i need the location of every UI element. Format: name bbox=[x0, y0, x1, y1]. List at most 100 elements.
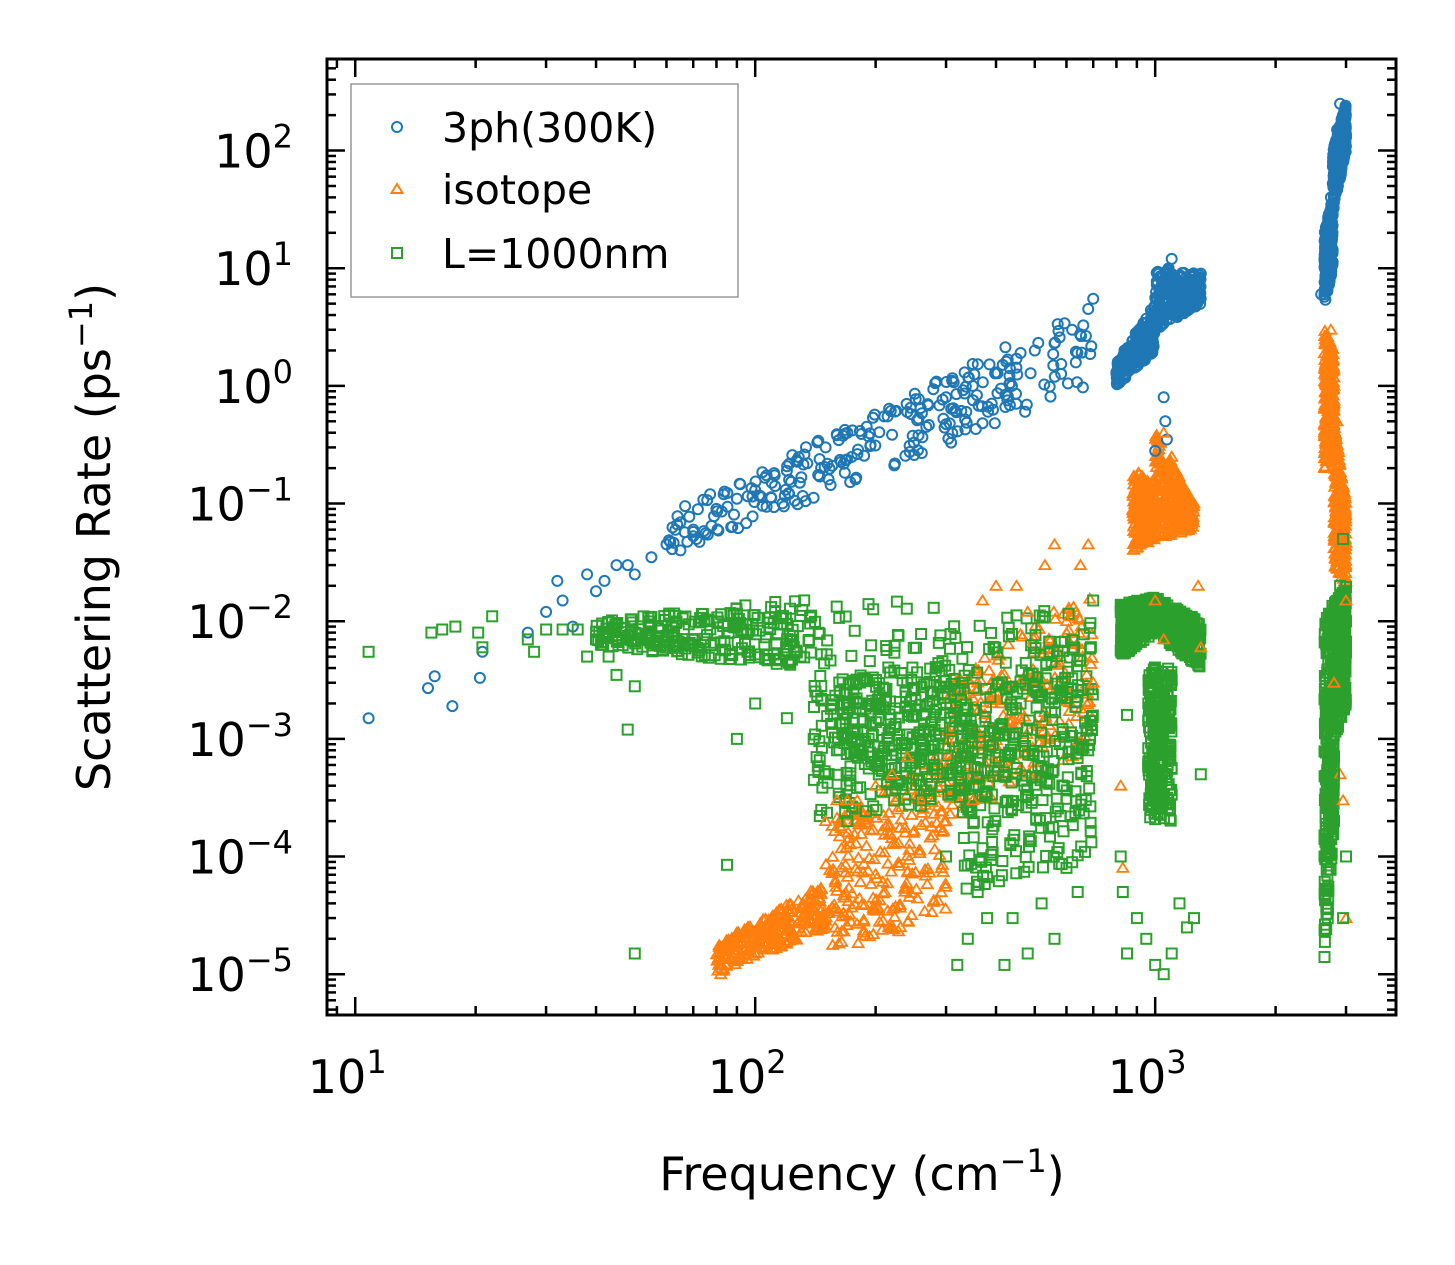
series-isotope-point bbox=[863, 823, 878, 836]
series-3ph-point bbox=[826, 459, 839, 472]
series-3ph-point bbox=[937, 412, 950, 425]
series-3ph-point bbox=[1024, 367, 1037, 380]
series-isotope-point bbox=[901, 914, 916, 926]
series-isotope-point bbox=[863, 877, 879, 889]
series-3ph-point bbox=[777, 500, 790, 513]
series-3ph-point bbox=[867, 411, 879, 424]
series-isotope-point bbox=[741, 942, 756, 955]
series-isotope bbox=[709, 324, 1354, 976]
series-isotope-point bbox=[826, 864, 842, 877]
series-3ph-point bbox=[1047, 359, 1060, 372]
series-isotope-point bbox=[938, 877, 953, 889]
series-isotope-point bbox=[840, 870, 855, 882]
series-3ph-point bbox=[886, 428, 899, 441]
series-3ph-point bbox=[1058, 317, 1071, 330]
series-isotope-point bbox=[924, 905, 940, 917]
series-3ph-point bbox=[679, 500, 692, 513]
series-3ph-point bbox=[1075, 346, 1088, 359]
series-3ph-point bbox=[976, 417, 989, 430]
series-isotope-point bbox=[714, 941, 730, 953]
series-isotope-point bbox=[1079, 667, 1094, 680]
series-isotope-point bbox=[709, 947, 724, 960]
series-isotope-point bbox=[904, 908, 919, 920]
series-3ph-point bbox=[1048, 370, 1061, 383]
series-isotope-point bbox=[902, 843, 917, 855]
series-3ph-point bbox=[888, 459, 901, 472]
series-isotope-point bbox=[869, 811, 884, 823]
series-3ph-point bbox=[1151, 277, 1164, 290]
series-isotope-point bbox=[1084, 651, 1100, 663]
series-3ph-point bbox=[942, 432, 955, 445]
series-isotope-point bbox=[838, 908, 853, 921]
series-isotope-point bbox=[729, 937, 744, 950]
series-isotope-point bbox=[908, 865, 923, 877]
series-isotope-point bbox=[868, 867, 883, 880]
series-3ph-point bbox=[1051, 318, 1064, 331]
series-3ph-point bbox=[1011, 368, 1024, 381]
series-3ph-point bbox=[985, 397, 998, 410]
series-isotope-point bbox=[738, 926, 753, 939]
series-isotope-point bbox=[818, 857, 834, 870]
series-3ph-point bbox=[1019, 405, 1032, 418]
series-isotope-point bbox=[860, 863, 876, 876]
series-isotope-point bbox=[764, 909, 780, 922]
series-3ph-point bbox=[732, 522, 745, 535]
series-isotope-point bbox=[932, 848, 947, 860]
series-3ph-point bbox=[834, 453, 846, 466]
series-3ph-point bbox=[916, 431, 929, 444]
series-isotope-point bbox=[934, 885, 949, 898]
series-isotope-point bbox=[888, 899, 903, 912]
series-isotope-point bbox=[880, 856, 896, 869]
series-3ph-point bbox=[911, 414, 924, 427]
series-isotope-point bbox=[778, 906, 793, 919]
series-3ph-point bbox=[900, 397, 913, 410]
series-isotope-point bbox=[902, 768, 917, 781]
series-isotope-point bbox=[712, 940, 727, 952]
series-isotope-point bbox=[918, 868, 933, 881]
series-3ph-point bbox=[1043, 380, 1056, 393]
series-3ph-point bbox=[1069, 345, 1082, 358]
series-3ph-point bbox=[691, 503, 704, 516]
series-isotope-point bbox=[774, 902, 789, 914]
series-3ph-point bbox=[950, 406, 963, 419]
series-isotope-point bbox=[856, 857, 872, 869]
series-3ph-point bbox=[1075, 330, 1087, 343]
series-3ph-point bbox=[1085, 340, 1098, 353]
series-isotope-point bbox=[799, 901, 814, 913]
series-3ph-point bbox=[760, 500, 773, 513]
series-isotope-point bbox=[791, 893, 806, 906]
series-isotope-point bbox=[1083, 657, 1099, 669]
series-3ph-point bbox=[746, 510, 759, 523]
series-isotope-point bbox=[938, 901, 953, 914]
series-isotope-point bbox=[812, 885, 828, 898]
series-isotope-point bbox=[729, 927, 744, 940]
series-3ph-point bbox=[711, 523, 724, 536]
series-isotope-point bbox=[1062, 704, 1077, 716]
series-3ph-point bbox=[1154, 270, 1167, 283]
series-isotope-point bbox=[892, 821, 907, 833]
series-3ph-point bbox=[849, 473, 862, 486]
series-3ph-point bbox=[728, 508, 740, 521]
series-isotope-point bbox=[841, 881, 857, 893]
series-3ph-point bbox=[756, 466, 769, 479]
series-3ph-point bbox=[1330, 147, 1343, 160]
series-isotope-point bbox=[851, 851, 866, 863]
series-isotope-point bbox=[825, 938, 840, 950]
series-3ph-point bbox=[1055, 358, 1068, 370]
series-isotope-point bbox=[880, 903, 895, 916]
series-isotope-point bbox=[843, 837, 858, 850]
series-3ph-point bbox=[971, 358, 984, 371]
series-isotope-point bbox=[771, 935, 786, 948]
series-isotope-point bbox=[764, 913, 779, 926]
series-isotope-point bbox=[803, 884, 819, 896]
series-3ph-point bbox=[1003, 399, 1016, 412]
series-3ph-point bbox=[748, 496, 761, 508]
series-3ph-point bbox=[991, 387, 1004, 400]
series-isotope-point bbox=[719, 933, 734, 946]
series-3ph-point bbox=[1331, 172, 1344, 185]
series-3ph-point bbox=[976, 376, 989, 389]
series-isotope-point bbox=[793, 924, 809, 937]
series-3ph-point bbox=[1338, 146, 1351, 159]
series-isotope-point bbox=[891, 859, 907, 871]
